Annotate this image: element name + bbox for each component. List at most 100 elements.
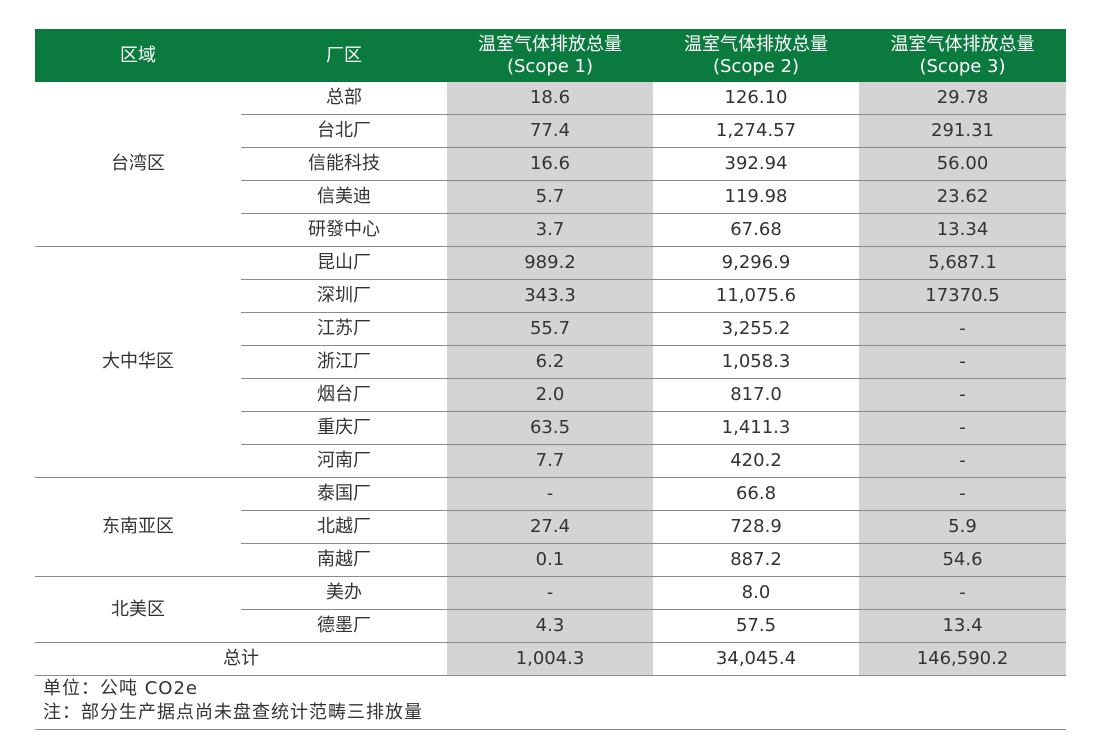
scope2-cell: 392.94 xyxy=(653,147,859,181)
scope3-cell: 29.78 xyxy=(859,82,1066,115)
plant-cell: 德墨厂 xyxy=(241,609,447,643)
plant-cell: 泰国厂 xyxy=(241,477,447,511)
header-scope3-title: 温室气体排放总量 xyxy=(890,33,1035,55)
scope3-cell: - xyxy=(859,444,1066,478)
plant-cell: 台北厂 xyxy=(241,114,447,148)
scope1-cell: 16.6 xyxy=(447,147,653,181)
scope2-cell: 817.0 xyxy=(653,378,859,412)
plant-cell: 信美迪 xyxy=(241,180,447,214)
region-cell: 大中华区 xyxy=(35,246,241,478)
table-row: 台湾区 总部 18.6 126.10 29.78 xyxy=(35,82,1066,247)
total-scope2: 34,045.4 xyxy=(653,642,859,676)
scope3-cell: - xyxy=(859,312,1066,346)
scope1-cell: 5.7 xyxy=(447,180,653,214)
total-scope1: 1,004.3 xyxy=(447,642,653,676)
scope3-cell: 23.62 xyxy=(859,180,1066,214)
plant-cell: 信能科技 xyxy=(241,147,447,181)
header-scope1-sub: (Scope 1) xyxy=(506,55,594,77)
scope2-cell: 66.8 xyxy=(653,477,859,511)
plant-cell: 浙江厂 xyxy=(241,345,447,379)
scope1-cell: 55.7 xyxy=(447,312,653,346)
table-row: 德墨厂 4.3 57.5 13.4 xyxy=(35,609,1066,643)
scope3-cell: 17370.5 xyxy=(859,279,1066,313)
table-row: 北越厂 27.4 728.9 5.9 xyxy=(35,510,1066,544)
header-scope2-title: 温室气体排放总量 xyxy=(684,33,828,55)
total-scope3: 146,590.2 xyxy=(859,642,1066,676)
plant-cell: 河南厂 xyxy=(241,444,447,478)
scope2-cell: 57.5 xyxy=(653,609,859,643)
scope2-cell: 1,058.3 xyxy=(653,345,859,379)
header-scope1-title: 温室气体排放总量 xyxy=(478,33,622,55)
scope2-cell: 119.98 xyxy=(653,180,859,214)
header-row: 区域 厂区 温室气体排放总量 (Scope 1) 温室气体排放总量 (Scope… xyxy=(35,29,1066,82)
plant-cell: 北越厂 xyxy=(241,510,447,544)
plant-cell: 昆山厂 xyxy=(241,246,447,280)
plant-cell: 江苏厂 xyxy=(241,312,447,346)
scope1-cell: 3.7 xyxy=(447,213,653,247)
scope3-cell: 56.00 xyxy=(859,147,1066,181)
scope3-cell: 291.31 xyxy=(859,114,1066,148)
scope1-cell: 4.3 xyxy=(447,609,653,643)
header-scope3: 温室气体排放总量 (Scope 3) xyxy=(859,29,1066,82)
total-label: 总计 xyxy=(35,642,447,676)
scope1-cell: - xyxy=(447,477,653,511)
scope3-cell: - xyxy=(859,477,1066,511)
emissions-table: 区域 厂区 温室气体排放总量 (Scope 1) 温室气体排放总量 (Scope… xyxy=(35,29,1066,676)
header-plant: 厂区 xyxy=(241,29,447,82)
scope1-cell: 2.0 xyxy=(447,378,653,412)
scope3-cell: 5.9 xyxy=(859,510,1066,544)
table-row: 信美迪 5.7 119.98 23.62 xyxy=(35,180,1066,214)
scope2-cell: 3,255.2 xyxy=(653,312,859,346)
table-row: 重庆厂 63.5 1,411.3- xyxy=(35,411,1066,445)
table-row: 深圳厂 343.3 11,075.6 17370.5 xyxy=(35,279,1066,313)
scope3-cell: - xyxy=(859,411,1066,445)
scope3-cell: 54.6 xyxy=(859,543,1066,577)
header-region: 区域 xyxy=(35,29,241,82)
table-row: 江苏厂 55.7 3,255.2- xyxy=(35,312,1066,346)
scope1-cell: 77.4 xyxy=(447,114,653,148)
table-row: 北美区 美办 -8.0- xyxy=(35,576,1066,643)
region-cell: 北美区 xyxy=(35,576,241,643)
scope2-cell: 11,075.6 xyxy=(653,279,859,313)
scope2-cell: 9,296.9 xyxy=(653,246,859,280)
scope1-cell: 989.2 xyxy=(447,246,653,280)
scope2-cell: 728.9 xyxy=(653,510,859,544)
plant-cell: 深圳厂 xyxy=(241,279,447,313)
header-scope1: 温室气体排放总量 (Scope 1) xyxy=(447,29,653,82)
scope3-cell: - xyxy=(859,345,1066,379)
plant-cell: 研發中心 xyxy=(241,213,447,247)
plant-cell: 烟台厂 xyxy=(241,378,447,412)
region-cell: 东南亚区 xyxy=(35,477,241,577)
scope3-cell: - xyxy=(859,576,1066,610)
plant-cell: 美办 xyxy=(241,576,447,610)
table-row: 河南厂 7.7 420.2- xyxy=(35,444,1066,478)
region-cell: 台湾区 xyxy=(35,82,241,247)
scope1-cell: 6.2 xyxy=(447,345,653,379)
scope3-cell: 13.4 xyxy=(859,609,1066,643)
scope1-cell: 343.3 xyxy=(447,279,653,313)
header-scope2: 温室气体排放总量 (Scope 2) xyxy=(653,29,859,82)
scope2-cell: 1,411.3 xyxy=(653,411,859,445)
table-row: 台北厂 77.4 1,274.57 291.31 xyxy=(35,114,1066,148)
plant-cell: 总部 xyxy=(241,82,447,115)
scope1-cell: 18.6 xyxy=(447,82,653,115)
header-scope3-sub: (Scope 3) xyxy=(919,55,1006,77)
scope2-cell: 8.0 xyxy=(653,576,859,610)
total-row: 总计 1,004.3 34,045.4 146,590.2 xyxy=(35,642,1066,676)
scope2-cell: 67.68 xyxy=(653,213,859,247)
unit-note: 单位：公吨 CO2e xyxy=(43,678,198,699)
scope2-cell: 1,274.57 xyxy=(653,114,859,148)
scope3-cell: - xyxy=(859,378,1066,412)
notes: 单位：公吨 CO2e 注：部分生产据点尚未盘查统计范畴三排放量 xyxy=(35,677,1066,725)
remark-note: 注：部分生产据点尚未盘查统计范畴三排放量 xyxy=(43,702,423,723)
scope3-cell: 5,687.1 xyxy=(859,246,1066,280)
plant-cell: 南越厂 xyxy=(241,543,447,577)
scope1-cell: 63.5 xyxy=(447,411,653,445)
table-row: 信能科技 16.6 392.94 56.00 xyxy=(35,147,1066,181)
scope2-cell: 420.2 xyxy=(653,444,859,478)
scope2-cell: 887.2 xyxy=(653,543,859,577)
bottom-divider xyxy=(35,729,1066,730)
table-row: 东南亚区 泰国厂 -66.8- xyxy=(35,477,1066,577)
scope1-cell: 27.4 xyxy=(447,510,653,544)
table-row: 南越厂 0.1 887.2 54.6 xyxy=(35,543,1066,577)
